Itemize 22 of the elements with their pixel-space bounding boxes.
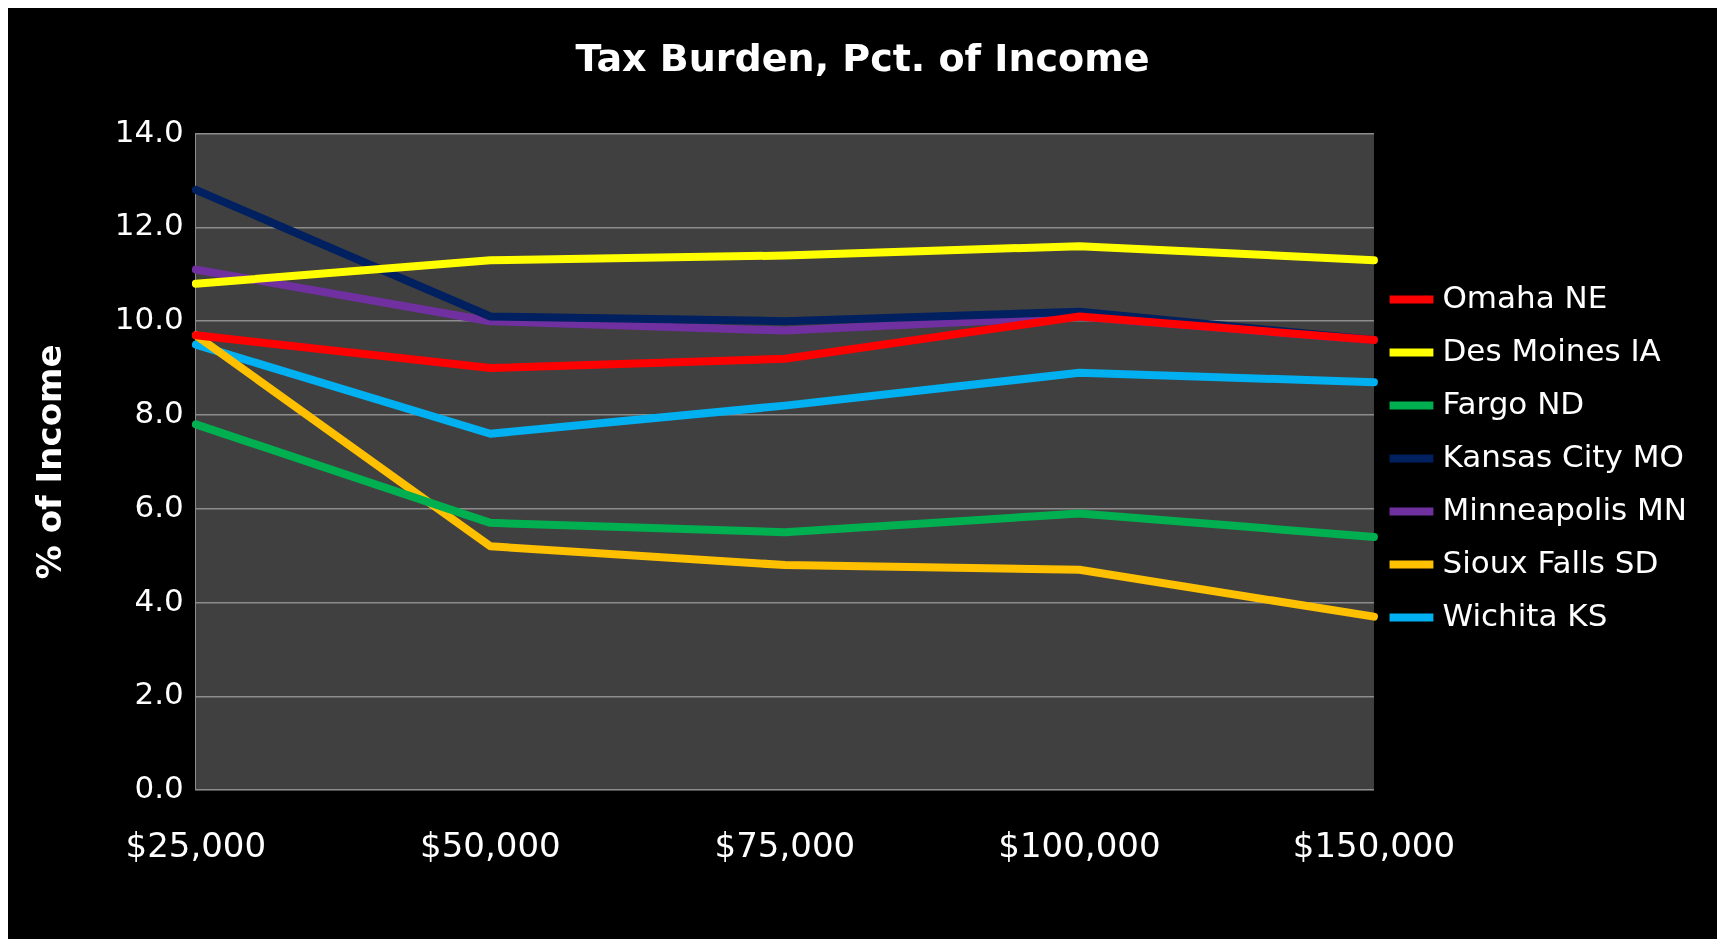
legend-label: Minneapolis MN	[1442, 490, 1688, 527]
y-tick-label: 2.0	[134, 675, 184, 712]
x-tick-label: $75,000	[714, 825, 856, 866]
legend-label: Wichita KS	[1442, 596, 1608, 633]
y-tick-label: 0.0	[134, 769, 184, 806]
x-tick-label: $50,000	[420, 825, 561, 866]
y-tick-label: 10.0	[114, 300, 184, 337]
y-tick-label: 14.0	[114, 112, 184, 149]
x-tick-label: $25,000	[125, 825, 267, 866]
x-tick-label: $100,000	[998, 825, 1161, 866]
legend-label: Kansas City MO	[1442, 437, 1684, 474]
x-tick-label: $150,000	[1292, 825, 1456, 866]
legend-label: Fargo ND	[1442, 384, 1585, 421]
chart-title: Tax Burden, Pct. of Income	[575, 35, 1150, 80]
y-tick-label: 8.0	[134, 394, 184, 431]
y-axis-title: % of Income	[29, 344, 70, 580]
y-tick-label: 6.0	[134, 487, 184, 524]
legend-label: Omaha NE	[1442, 278, 1608, 315]
legend-label: Sioux Falls SD	[1442, 543, 1659, 580]
y-tick-label: 4.0	[134, 581, 184, 618]
legend-label: Des Moines IA	[1442, 331, 1661, 368]
y-tick-label: 12.0	[114, 206, 184, 243]
